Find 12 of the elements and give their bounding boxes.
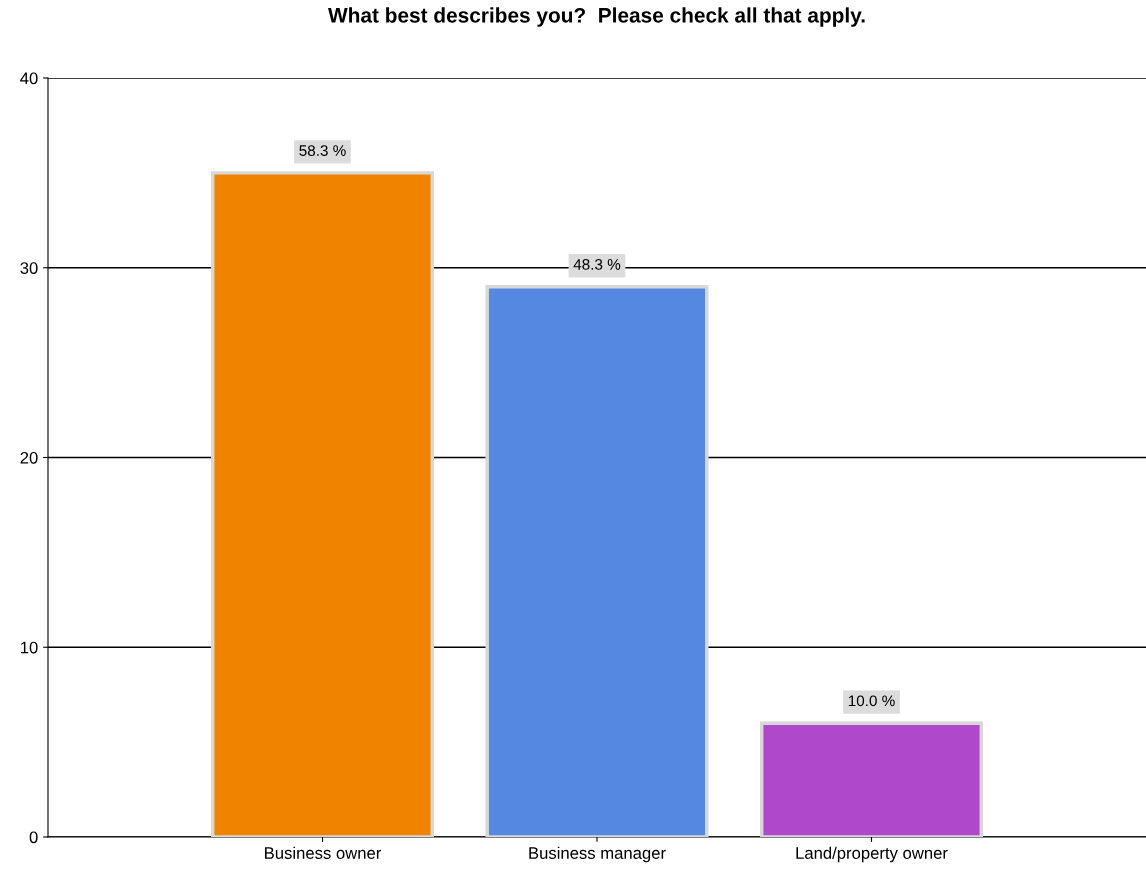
y-tick-label: 10 (21, 641, 38, 654)
y-tick-label: 20 (20, 451, 38, 464)
chart-title: What best describes you? Please check all that apply. (328, 7, 865, 27)
y-tick-label: 40 (20, 72, 38, 85)
annotation: 48.3 % (573, 259, 621, 270)
x-tick-label: Business owner (265, 846, 382, 859)
x-tick-label: Land/property owner (796, 846, 948, 863)
annotation: 10.0 % (848, 695, 895, 707)
y-tick-label: 30 (20, 262, 38, 274)
y-tick-label: 0 (29, 831, 38, 844)
annotation: 58.3 % (299, 145, 346, 156)
x-tick-label: Business manager (529, 846, 666, 863)
